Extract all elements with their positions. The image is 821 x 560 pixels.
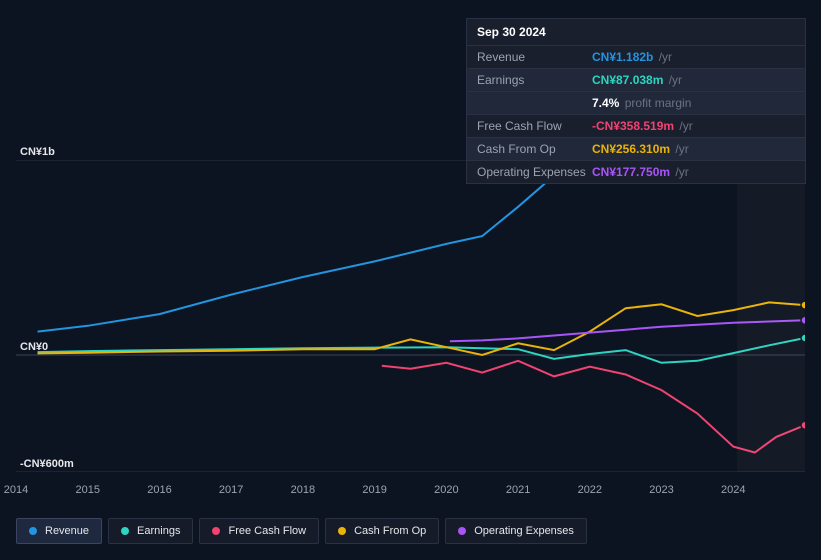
legend-dot-icon [121, 527, 129, 535]
x-axis-label: 2022 [578, 484, 602, 496]
legend-item-label: Earnings [137, 525, 180, 537]
tooltip-row: Cash From OpCN¥256.310m /yr [467, 138, 805, 161]
series-revenue [38, 160, 806, 332]
tooltip-row-label: Earnings [477, 73, 592, 87]
y-axis-label: CN¥1b [20, 146, 55, 158]
legend-item-cfo[interactable]: Cash From Op [325, 518, 439, 544]
tooltip-row: 7.4% profit margin [467, 92, 805, 115]
y-axis-label: -CN¥600m [20, 458, 74, 470]
x-axis-label: 2015 [75, 484, 99, 496]
legend-item-opex[interactable]: Operating Expenses [445, 518, 587, 544]
x-axis-label: 2016 [147, 484, 171, 496]
legend-item-label: Free Cash Flow [228, 525, 306, 537]
tooltip-row-label: Operating Expenses [477, 165, 592, 179]
tooltip-row-label [477, 96, 592, 110]
x-axis-label: 2021 [506, 484, 530, 496]
legend-item-label: Revenue [45, 525, 89, 537]
tooltip-row-value: CN¥87.038m /yr [592, 73, 795, 87]
y-axis-label: CN¥0 [20, 341, 48, 353]
tooltip-date: Sep 30 2024 [467, 19, 805, 46]
series-end-dot-earnings [801, 334, 805, 342]
x-axis-label: 2019 [362, 484, 386, 496]
series-opex [450, 320, 805, 341]
legend-dot-icon [458, 527, 466, 535]
legend-dot-icon [338, 527, 346, 535]
tooltip-row-value: CN¥1.182b /yr [592, 50, 795, 64]
legend-dot-icon [212, 527, 220, 535]
tooltip-row: EarningsCN¥87.038m /yr [467, 69, 805, 92]
series-end-dot-fcf [801, 421, 805, 429]
series-end-dot-cfo [801, 301, 805, 309]
tooltip-row-value: 7.4% profit margin [592, 96, 795, 110]
series-end-dot-opex [801, 316, 805, 324]
tooltip-row-value: CN¥177.750m /yr [592, 165, 795, 179]
tooltip-row: Operating ExpensesCN¥177.750m /yr [467, 161, 805, 183]
x-axis-label: 2018 [291, 484, 315, 496]
tooltip-row-label: Free Cash Flow [477, 119, 592, 133]
legend-item-revenue[interactable]: Revenue [16, 518, 102, 544]
tooltip-row-label: Revenue [477, 50, 592, 64]
tooltip-row-value: -CN¥358.519m /yr [592, 119, 795, 133]
chart-tooltip: Sep 30 2024 RevenueCN¥1.182b /yrEarnings… [466, 18, 806, 184]
chart-x-axis: 2014201520162017201820192020202120222023… [16, 484, 805, 500]
legend-item-label: Cash From Op [354, 525, 426, 537]
chart-svg [16, 160, 805, 472]
legend-item-label: Operating Expenses [474, 525, 574, 537]
x-axis-label: 2014 [4, 484, 28, 496]
x-axis-label: 2023 [649, 484, 673, 496]
legend-dot-icon [29, 527, 37, 535]
legend-item-earnings[interactable]: Earnings [108, 518, 193, 544]
x-axis-label: 2024 [721, 484, 745, 496]
legend-item-fcf[interactable]: Free Cash Flow [199, 518, 319, 544]
tooltip-row: Free Cash Flow-CN¥358.519m /yr [467, 115, 805, 138]
chart-legend: Revenue Earnings Free Cash Flow Cash From O… [16, 518, 587, 544]
x-axis-label: 2020 [434, 484, 458, 496]
tooltip-row-label: Cash From Op [477, 142, 592, 156]
tooltip-row: RevenueCN¥1.182b /yr [467, 46, 805, 69]
tooltip-row-value: CN¥256.310m /yr [592, 142, 795, 156]
series-fcf [382, 361, 805, 453]
x-axis-label: 2017 [219, 484, 243, 496]
chart-plot-area: CN¥1bCN¥0-CN¥600m [16, 160, 805, 472]
